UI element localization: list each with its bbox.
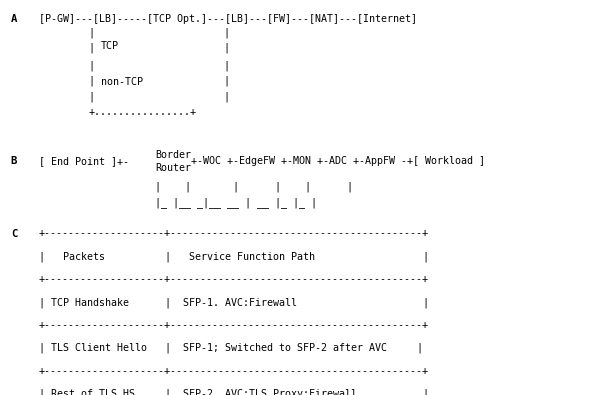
Text: |   Packets          |   Service Function Path                  |: | Packets | Service Function Path | — [39, 251, 429, 262]
Text: +--------------------+------------------------------------------+: +--------------------+------------------… — [39, 228, 429, 238]
Text: +--------------------+------------------------------------------+: +--------------------+------------------… — [39, 320, 429, 330]
Text: B: B — [11, 156, 17, 166]
Text: non-TCP: non-TCP — [101, 77, 143, 87]
Text: | TCP Handshake      |  SFP-1. AVC:Firewall                     |: | TCP Handshake | SFP-1. AVC:Firewall | — [39, 297, 429, 308]
Text: |: | — [223, 28, 229, 38]
Text: |: | — [89, 60, 95, 71]
Text: Border: Border — [155, 150, 191, 160]
Text: TCP: TCP — [101, 41, 119, 51]
Text: |: | — [223, 60, 229, 71]
Text: |: | — [223, 92, 229, 102]
Text: [P-GW]---[LB]-----[TCP Opt.]---[LB]---[FW]---[NAT]---[Internet]: [P-GW]---[LB]-----[TCP Opt.]---[LB]---[F… — [39, 14, 417, 24]
Text: [ End Point ]+-: [ End Point ]+- — [39, 156, 129, 166]
Text: |_ |__ _|__ __ | __ |_ |_ |: |_ |__ _|__ __ | __ |_ |_ | — [155, 198, 317, 209]
Text: |: | — [89, 75, 95, 86]
Text: +--------------------+------------------------------------------+: +--------------------+------------------… — [39, 366, 429, 376]
Text: |    |       |      |    |      |: | | | | | | — [155, 182, 353, 192]
Text: |: | — [89, 28, 95, 38]
Text: |: | — [89, 92, 95, 102]
Text: Router: Router — [155, 163, 191, 173]
Text: +--------------------+------------------------------------------+: +--------------------+------------------… — [39, 274, 429, 284]
Text: | TLS Client Hello   |  SFP-1; Switched to SFP-2 after AVC     |: | TLS Client Hello | SFP-1; Switched to … — [39, 343, 423, 354]
Text: A: A — [11, 14, 17, 24]
Text: +................+: +................+ — [89, 107, 197, 117]
Text: |: | — [223, 42, 229, 53]
Text: | Rest of TLS HS     |  SFP-2. AVC:TLS Proxy:Firewall           |: | Rest of TLS HS | SFP-2. AVC:TLS Proxy:… — [39, 389, 429, 395]
Text: |: | — [223, 75, 229, 86]
Text: |: | — [89, 42, 95, 53]
Text: C: C — [11, 229, 17, 239]
Text: +-WOC +-EdgeFW +-MON +-ADC +-AppFW -+[ Workload ]: +-WOC +-EdgeFW +-MON +-ADC +-AppFW -+[ W… — [191, 156, 485, 166]
